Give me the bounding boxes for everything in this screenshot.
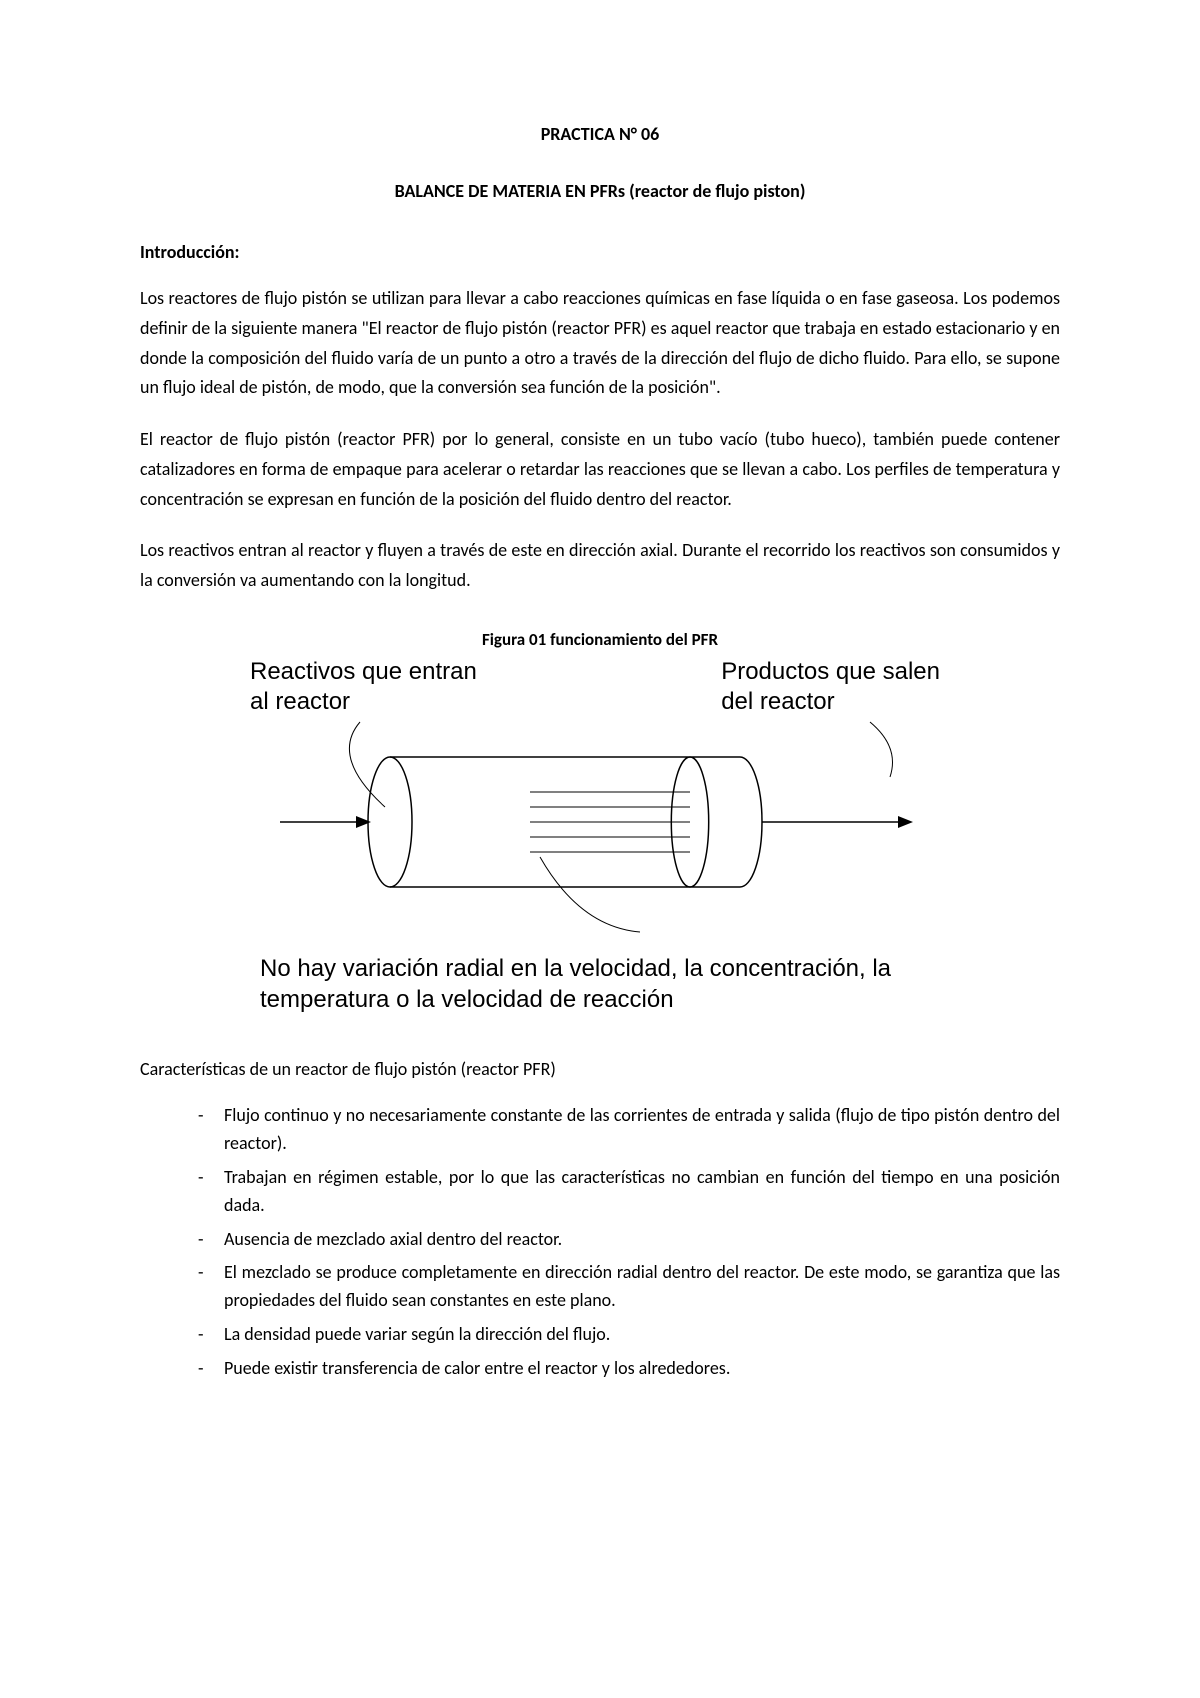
characteristics-heading: Características de un reactor de flujo p… bbox=[140, 1055, 1060, 1084]
characteristics-item: Puede existir transferencia de calor ent… bbox=[198, 1355, 1060, 1383]
paragraph-2: El reactor de flujo pistón (reactor PFR)… bbox=[140, 425, 1060, 514]
intro-heading: Introducción: bbox=[140, 238, 1060, 267]
figure-caption: Figura 01 funcionamiento del PFR bbox=[140, 626, 1060, 653]
figure-pfr: Reactivos que entran al reactor Producto… bbox=[250, 657, 950, 1015]
characteristics-list: Flujo continuo y no necesariamente const… bbox=[140, 1102, 1060, 1383]
characteristics-item: Ausencia de mezclado axial dentro del re… bbox=[198, 1226, 1060, 1254]
paragraph-3: Los reactivos entran al reactor y fluyen… bbox=[140, 536, 1060, 595]
page-title: PRACTICA N° 06 bbox=[140, 120, 1060, 149]
figure-label-inlet: Reactivos que entran al reactor bbox=[250, 657, 477, 717]
characteristics-item: El mezclado se produce completamente en … bbox=[198, 1259, 1060, 1315]
pfr-diagram-svg bbox=[270, 717, 930, 947]
characteristics-item: Trabajan en régimen estable, por lo que … bbox=[198, 1164, 1060, 1220]
page-subtitle: BALANCE DE MATERIA EN PFRs (reactor de f… bbox=[140, 177, 1060, 206]
figure-label-bottom: No hay variación radial en la velocidad,… bbox=[250, 953, 950, 1015]
characteristics-item: La densidad puede variar según la direcc… bbox=[198, 1321, 1060, 1349]
characteristics-item: Flujo continuo y no necesariamente const… bbox=[198, 1102, 1060, 1158]
figure-label-outlet: Productos que salen del reactor bbox=[721, 657, 940, 717]
paragraph-1: Los reactores de flujo pistón se utiliza… bbox=[140, 284, 1060, 403]
